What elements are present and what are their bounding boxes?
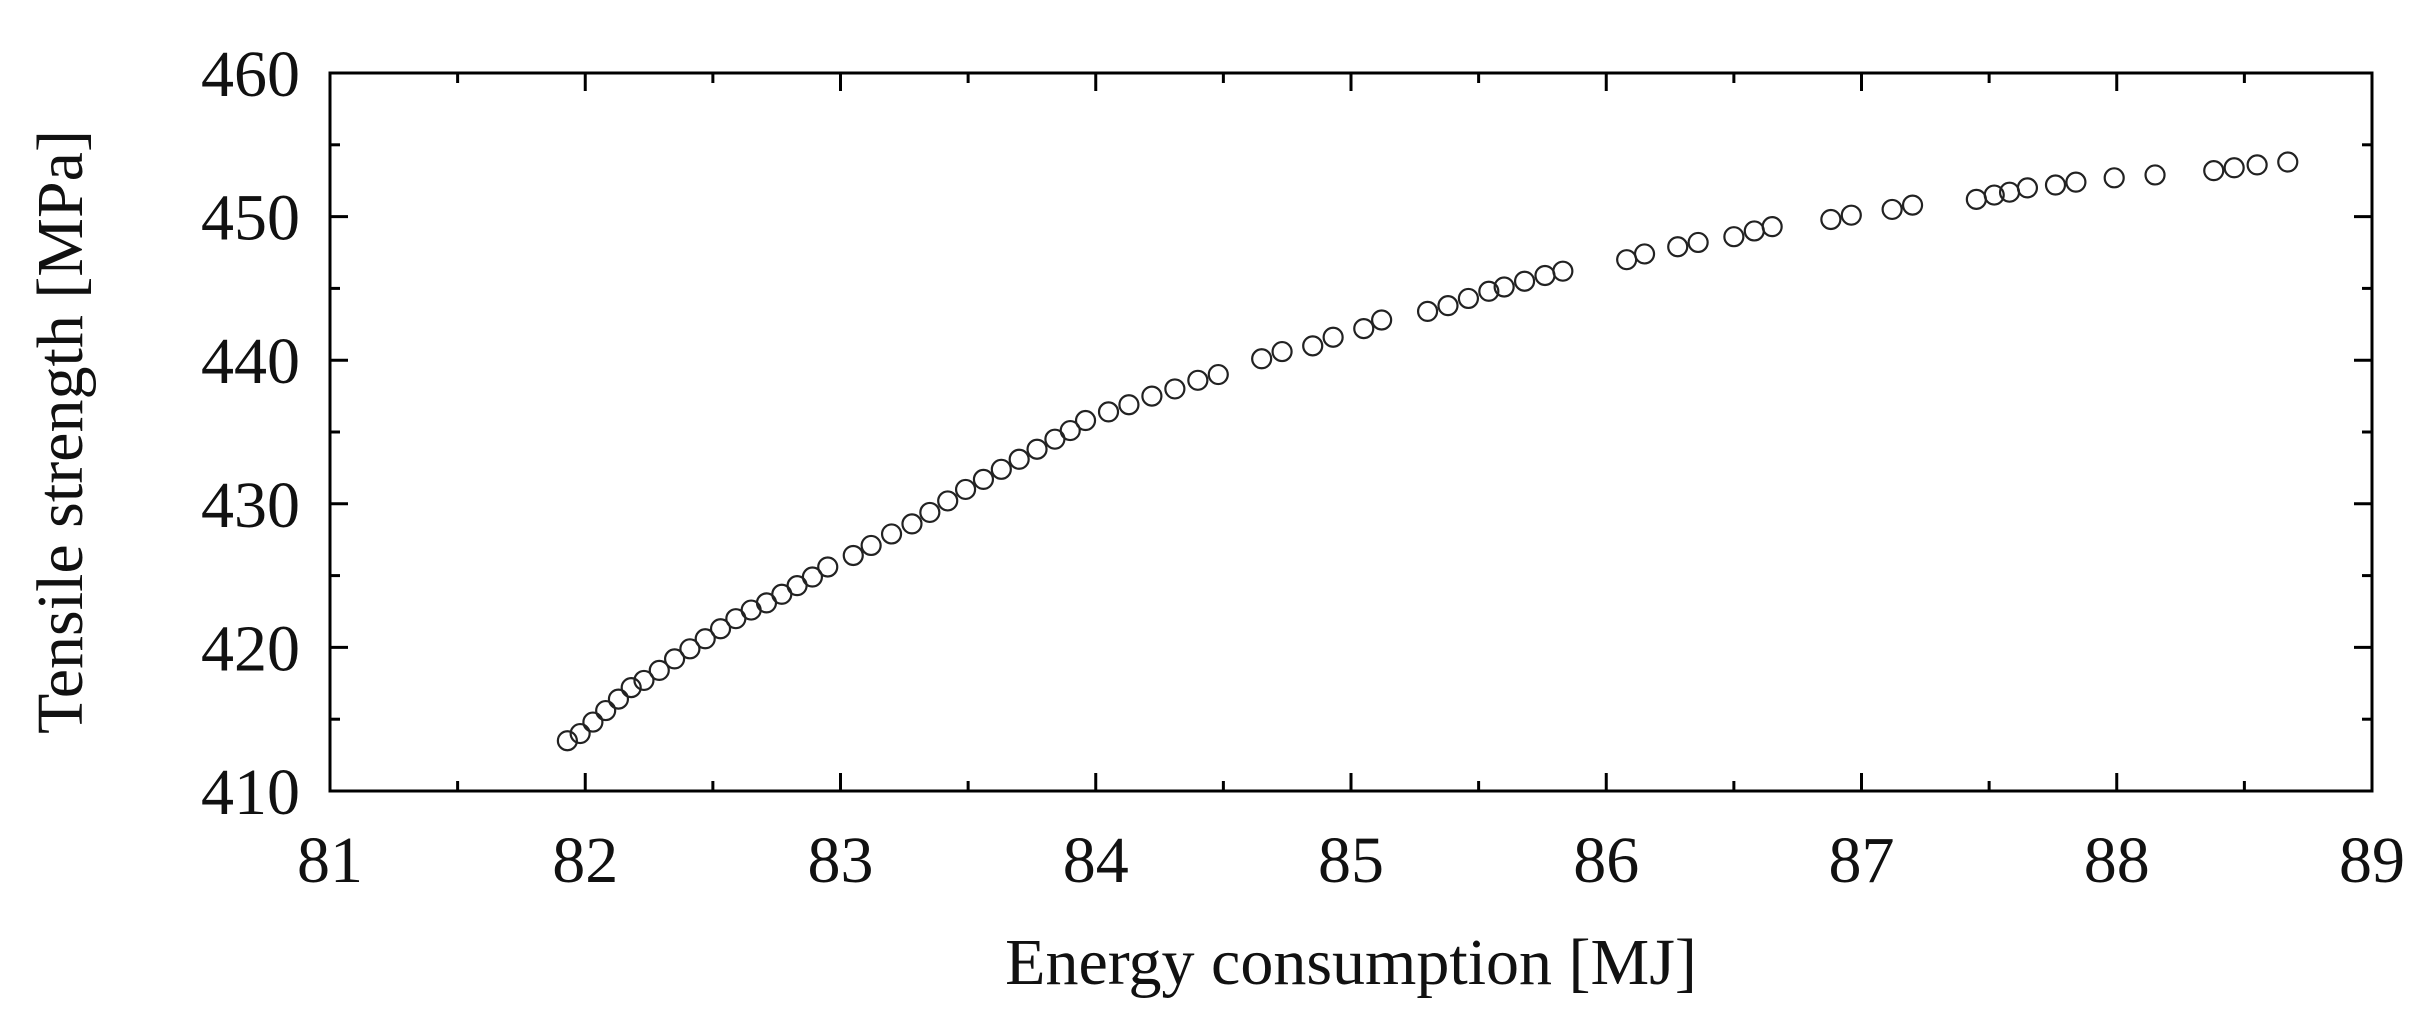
data-point: [990, 458, 1012, 480]
data-point: [817, 556, 839, 578]
y-tick-label: 420: [201, 612, 300, 685]
data-point: [972, 468, 995, 490]
data-point: [901, 513, 923, 535]
y-tick-label: 410: [201, 756, 300, 829]
data-point: [1074, 409, 1097, 432]
data-point: [1207, 363, 1229, 386]
data-point: [1271, 340, 1293, 363]
x-axis-title: Energy consumption [MJ]: [1005, 926, 1697, 999]
data-point: [842, 544, 864, 567]
data-point: [620, 677, 642, 699]
data-point: [648, 659, 670, 681]
data-point: [1008, 448, 1030, 470]
x-tick-label: 86: [1573, 824, 1639, 897]
data-point: [2223, 157, 2245, 179]
data-point: [1633, 243, 1656, 265]
data-point: [2203, 160, 2225, 182]
data-point: [2103, 167, 2125, 189]
data-point: [1302, 335, 1324, 357]
plot-frame: [328, 71, 2374, 793]
data-point: [679, 638, 701, 660]
data-point: [1187, 369, 1209, 391]
data-point: [1478, 280, 1500, 302]
x-tick-label: 83: [808, 824, 874, 897]
data-point: [2144, 164, 2166, 186]
y-tick-label: 460: [201, 38, 300, 111]
data-point: [1901, 194, 1924, 216]
data-point: [633, 669, 655, 692]
data-point: [1667, 236, 1689, 258]
data-point: [1353, 318, 1375, 340]
x-tick-label: 88: [2084, 824, 2150, 897]
y-tick-labels: 410 420 430 440 450 460: [201, 38, 300, 829]
x-tick-label: 82: [552, 824, 618, 897]
x-tick-label: 87: [1829, 824, 1895, 897]
data-point: [663, 648, 686, 670]
data-point: [2065, 171, 2087, 193]
x-tick-label: 81: [297, 824, 363, 897]
data-point: [1723, 226, 1745, 248]
data-point: [1141, 385, 1163, 407]
data-point: [709, 618, 732, 640]
data-point: [1026, 438, 1048, 460]
data-point: [1983, 184, 2005, 206]
data-point: [1371, 309, 1393, 331]
y-tick-label: 440: [201, 325, 300, 398]
data-markers: [556, 151, 2299, 752]
data-point: [1059, 419, 1081, 442]
data-point: [1164, 378, 1186, 400]
data-point: [1687, 231, 1709, 254]
data-point: [801, 566, 824, 588]
data-point: [569, 722, 591, 745]
data-point: [2044, 174, 2067, 196]
data-point: [1251, 348, 1273, 370]
x-tick-label: 85: [1318, 824, 1384, 897]
data-point: [2016, 177, 2039, 199]
plot-area: [330, 73, 2372, 791]
y-tick-label: 430: [201, 469, 300, 542]
data-point: [1840, 204, 1862, 226]
data-point: [1820, 208, 1842, 231]
data-point: [556, 730, 578, 752]
data-point: [1322, 326, 1344, 348]
data-point: [919, 501, 941, 524]
data-point: [954, 478, 977, 501]
data-point: [1761, 216, 1783, 238]
data-point: [694, 628, 716, 650]
data-point: [860, 534, 882, 557]
data-point: [1097, 401, 1120, 423]
data-point: [880, 523, 903, 545]
data-point: [582, 711, 604, 733]
data-point: [1513, 270, 1536, 292]
data-point: [2277, 151, 2299, 173]
data-point: [1493, 276, 1515, 298]
data-point: [1416, 300, 1439, 322]
data-point: [1118, 394, 1140, 416]
data-point: [595, 699, 617, 722]
data-point: [1437, 295, 1459, 317]
data-point: [1881, 198, 1903, 221]
data-point: [937, 490, 959, 512]
y-tick-label: 450: [201, 182, 300, 255]
data-point: [607, 688, 630, 710]
data-point: [1457, 287, 1480, 310]
x-tick-label: 89: [2339, 824, 2405, 897]
data-point: [1552, 260, 1574, 282]
y-axis-title: Tensile strength [MPa]: [24, 130, 97, 734]
x-tick-label: 84: [1063, 824, 1129, 897]
data-point: [2246, 154, 2268, 176]
x-tick-labels: 81 82 83 84 85 86 87 88 89: [297, 824, 2405, 897]
